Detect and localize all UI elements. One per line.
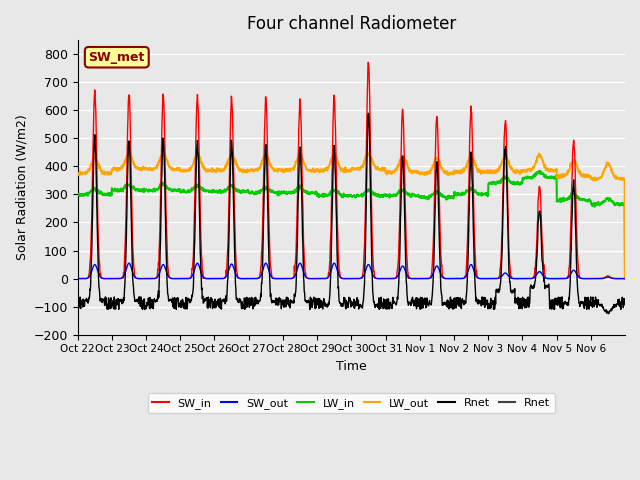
Title: Four channel Radiometer: Four channel Radiometer	[246, 15, 456, 33]
Text: SW_met: SW_met	[88, 51, 145, 64]
Legend: SW_in, SW_out, LW_in, LW_out, Rnet, Rnet: SW_in, SW_out, LW_in, LW_out, Rnet, Rnet	[148, 393, 555, 413]
Y-axis label: Solar Radiation (W/m2): Solar Radiation (W/m2)	[15, 115, 28, 260]
X-axis label: Time: Time	[336, 360, 367, 373]
